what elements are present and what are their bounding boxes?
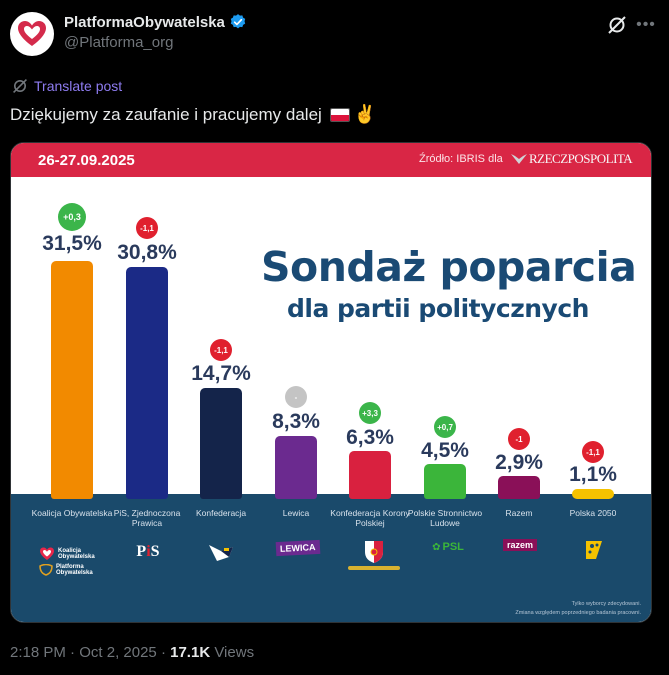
party-value: 6,3% [346,426,394,449]
bar-lewica [275,436,317,499]
grok-button[interactable] [605,13,629,37]
post-body: Dziękujemy za zaufanie i pracujemy dalej [10,104,322,124]
party-value: 30,8% [117,241,177,264]
graphic-title: Sondaż poparcia [261,243,637,291]
bar-konfederacja-korony-polskiej [349,451,391,499]
bar-koalicja-obywatelska [51,261,93,499]
display-name[interactable]: PlatformaObywatelska [64,13,225,31]
party-value: 14,7% [191,362,251,385]
party-value: 4,5% [421,439,469,462]
ko-heart-icon [40,547,54,560]
change-badge: +0,7 [434,416,456,438]
change-badge: -1,1 [582,441,604,463]
kkp-logo [346,535,402,575]
post-date[interactable]: Oct 2, 2025 [79,644,157,661]
polska-2050-logo [581,537,607,563]
party-label: Konfederacja Korony Polskiej [330,508,410,528]
party-label: Koalicja Obywatelska [31,508,113,518]
change-badge: - [285,386,307,408]
victory-hand-emoji: ✌️ [353,104,377,124]
bar-polska-2050 [572,489,614,499]
post-text: Dziękujemy za zaufanie i pracujemy dalej… [10,104,376,125]
avatar[interactable] [10,12,54,56]
bar-psl [424,464,466,499]
views-count: 17.1K [170,644,211,661]
konfederacja-logo [201,539,241,565]
poll-date: 26-27.09.2025 [38,152,135,169]
graphic-subtitle: dla partii politycznych [287,294,589,323]
eagle-icon [511,154,527,164]
change-badge: +0,3 [58,203,86,231]
party-label: Lewica [282,508,310,518]
poll-source: Źródło: IBRIS dla [419,153,503,165]
party-label: Konfederacja [195,508,247,518]
party-label: Polskie Stronnictwo Ludowe [407,508,483,528]
party-value: 8,3% [272,410,320,433]
party-label: Razem [505,508,533,518]
kkp-shield-icon [365,541,383,563]
party-value: 31,5% [42,232,102,255]
translate-post-link[interactable]: Translate post [12,78,122,94]
graphic-footnote: Tylko wyborcy zdecydowani. Zmiana względ… [515,601,641,616]
ko-logo: Koalicja Obywatelska Platforma Obywatelska [39,536,109,586]
lewica-logo: LEWICA [273,539,323,557]
heart-logo-icon [18,21,46,46]
user-handle[interactable]: @Platforma_org [64,34,174,51]
post-header: PlatformaObywatelska @Platforma_org ••• [10,10,660,60]
change-badge: -1,1 [136,217,158,239]
bar-pis [126,267,168,499]
rzeczpospolita-logo: RZECZPOSPOLITA [511,151,633,167]
change-badge: -1,1 [210,339,232,361]
party-panel [11,494,651,622]
views-label: Views [214,644,255,661]
grok-icon [608,16,626,34]
poland-flag-icon [329,107,350,122]
party-label: PiS, Zjednoczona Prawica [113,508,181,528]
psl-logo: ✿ PSL [432,541,464,553]
bar-konfederacja [200,388,242,499]
translate-label: Translate post [34,78,123,94]
change-badge: -1 [508,428,530,450]
bar-razem [498,476,540,499]
post-image[interactable]: 26-27.09.2025 Źródło: IBRIS dla RZECZPOS… [10,142,652,623]
po-logo-icon [39,563,53,576]
post-time[interactable]: 2:18 PM [10,644,66,661]
pis-logo: PiS [136,543,160,560]
graphic-header-bar: 26-27.09.2025 Źródło: IBRIS dla RZECZPOS… [11,143,651,177]
party-label: Polska 2050 [569,508,617,518]
party-value: 2,9% [495,451,543,474]
konfederacja-eagle-icon [209,545,233,561]
verified-badge-icon [230,14,246,29]
change-badge: +3,3 [359,402,381,424]
grok-translate-icon [13,79,27,93]
more-options-button[interactable]: ••• [636,16,656,33]
post-meta: 2:18 PM · Oct 2, 2025 · 17.1K Views [10,644,255,661]
party-value: 1,1% [569,463,617,486]
polska-2050-icon [586,541,602,559]
razem-logo: razem [498,537,542,553]
